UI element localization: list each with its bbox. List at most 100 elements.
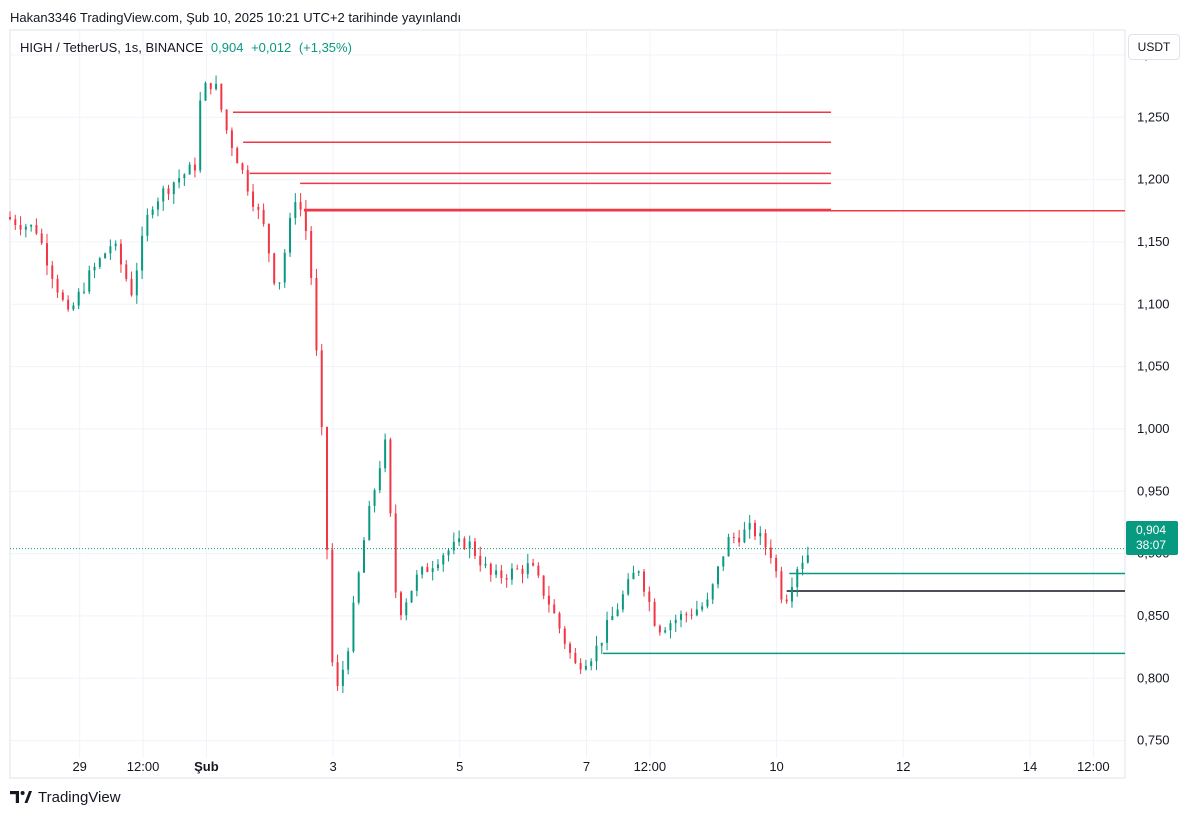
candle <box>569 641 572 659</box>
candle <box>162 185 165 211</box>
candle <box>637 570 640 576</box>
symbol-price: 0,904 <box>210 40 244 55</box>
candle <box>141 226 144 280</box>
candle <box>199 91 202 173</box>
candle <box>384 433 387 473</box>
candle <box>320 344 323 436</box>
candle <box>51 260 54 289</box>
candle <box>252 183 255 212</box>
candle <box>30 224 33 232</box>
candle <box>14 214 17 231</box>
time-tick-label: 7 <box>583 759 590 774</box>
chart-grid <box>10 30 1125 758</box>
candle <box>426 563 429 573</box>
candle <box>98 256 101 270</box>
candle <box>341 660 344 694</box>
candle <box>220 83 223 113</box>
candle <box>352 596 355 653</box>
candle <box>442 552 445 572</box>
candle <box>331 543 334 667</box>
candle <box>759 526 762 545</box>
candle <box>135 262 138 304</box>
candle <box>722 556 725 572</box>
candle <box>558 611 561 634</box>
time-tick-label: Şub <box>194 759 219 774</box>
candle <box>368 500 371 541</box>
price-tick-label: 1,250 <box>1137 109 1170 124</box>
candle <box>526 553 529 579</box>
candle <box>653 598 656 627</box>
candle <box>40 228 43 245</box>
time-tick-label: 12:00 <box>127 759 160 774</box>
candle <box>183 173 186 186</box>
candle <box>77 288 80 310</box>
candle <box>537 562 540 579</box>
candle <box>415 570 418 597</box>
candle <box>595 636 598 670</box>
candle <box>72 302 75 311</box>
candle <box>230 127 233 156</box>
candle <box>584 659 587 671</box>
candle <box>479 546 482 572</box>
candle <box>299 193 302 217</box>
tradingview-logo[interactable]: TradingView <box>10 789 121 806</box>
candle <box>616 603 619 617</box>
candle <box>690 608 693 620</box>
candle <box>658 624 661 636</box>
candle <box>336 654 339 691</box>
candle <box>563 626 566 649</box>
price-tick-label: 0,800 <box>1137 670 1170 685</box>
candle <box>273 252 276 286</box>
candle <box>35 218 38 236</box>
price-axis[interactable]: 1,3001,2501,2001,1501,1001,0501,0000,950… <box>1137 47 1170 748</box>
time-tick-label: 5 <box>456 759 463 774</box>
candle <box>579 658 582 675</box>
candle <box>785 594 788 604</box>
candles <box>9 75 809 694</box>
candle <box>648 586 651 612</box>
candle <box>473 537 476 560</box>
last-price-label: 0,904 38:07 <box>1126 521 1178 555</box>
candle <box>458 530 461 547</box>
candle <box>806 546 809 564</box>
candle <box>236 146 239 164</box>
time-tick-label: 12:00 <box>1077 759 1110 774</box>
candle <box>267 223 270 263</box>
candle <box>732 532 735 544</box>
candle <box>516 564 519 570</box>
candle <box>394 504 397 599</box>
candle <box>685 611 688 623</box>
candle <box>61 289 64 302</box>
candle <box>410 590 413 604</box>
chart-attribution: Hakan3346 TradingView.com, Şub 10, 2025 … <box>10 10 462 25</box>
candle <box>542 575 545 600</box>
candle <box>505 574 508 588</box>
candle <box>436 559 439 571</box>
candle <box>484 556 487 569</box>
candle <box>82 282 85 295</box>
candle <box>405 598 408 621</box>
time-axis[interactable]: 29 12:00 Şub 3 5 7 12:00 10 12 14 12:00 <box>72 759 1109 774</box>
candle <box>764 529 767 556</box>
candle <box>621 590 624 613</box>
candle <box>680 610 683 628</box>
price-tick-label: 0,950 <box>1137 483 1170 498</box>
candle <box>257 203 260 220</box>
candle <box>452 532 455 555</box>
candle <box>357 570 360 605</box>
tradingview-logo-icon <box>10 790 32 803</box>
candle <box>172 181 175 204</box>
time-tick-label: 10 <box>769 759 783 774</box>
symbol-legend[interactable]: HIGH / TetherUS, 1s, BINANCE 0,904 +0,01… <box>20 40 356 55</box>
candle <box>151 206 154 219</box>
candle <box>463 536 466 551</box>
candle <box>775 554 778 578</box>
currency-button[interactable]: USDT <box>1128 34 1180 60</box>
time-tick-label: 12:00 <box>634 759 667 774</box>
price-tick-label: 1,150 <box>1137 234 1170 249</box>
price-tick-label: 1,050 <box>1137 359 1170 374</box>
price-tick-label: 1,100 <box>1137 296 1170 311</box>
candle <box>727 533 730 557</box>
candle <box>125 260 128 282</box>
